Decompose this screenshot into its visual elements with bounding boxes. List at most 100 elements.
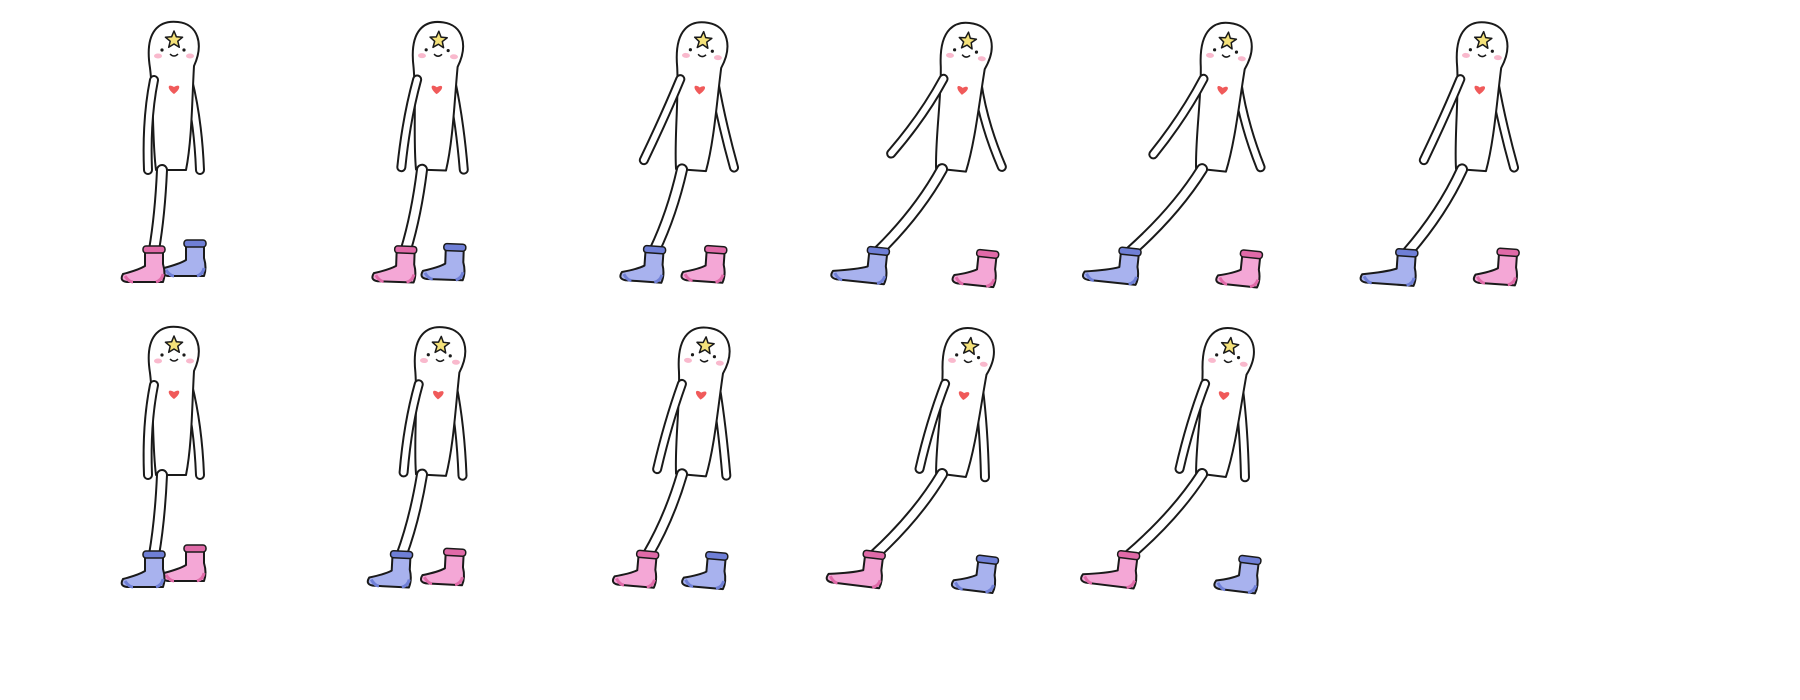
- front-leg: [1125, 165, 1207, 257]
- smile: [697, 53, 707, 58]
- back-sock: [951, 248, 1000, 289]
- right-eye: [976, 356, 981, 360]
- back-sock: [950, 554, 1000, 595]
- sprite-frame-5: [1081, 10, 1340, 330]
- front-sock: [120, 245, 166, 284]
- front-sock-heel-patch: [653, 274, 664, 284]
- smile: [1221, 54, 1231, 58]
- walker-body-group: [1081, 21, 1266, 289]
- back-sock-body: [419, 551, 465, 587]
- back-leg: [951, 471, 992, 565]
- front-sock: [120, 550, 166, 589]
- right-eye: [182, 48, 186, 52]
- front-sock-toe-patch: [833, 272, 843, 282]
- back-sock-toe-patch: [423, 576, 433, 586]
- sprite-frame-6: [1359, 10, 1600, 330]
- front-sock-toe-patch: [374, 274, 384, 283]
- back-leg: [951, 166, 992, 259]
- torso-head: [935, 21, 993, 173]
- front-leg: [397, 470, 427, 560]
- walker-figure: [1081, 21, 1266, 289]
- front-arm: [888, 75, 947, 157]
- left-blush: [154, 358, 162, 364]
- walker-figure: [366, 326, 468, 589]
- torso-head: [413, 326, 467, 477]
- walker-body-group: [611, 326, 732, 591]
- back-sock-toe-patch: [1218, 276, 1228, 286]
- walker-figure: [1080, 327, 1262, 595]
- torso-head: [1454, 21, 1509, 173]
- left-eye: [426, 353, 430, 357]
- heart-icon: [1474, 85, 1486, 95]
- back-sock-toe-patch: [954, 581, 963, 591]
- smile: [963, 359, 973, 364]
- front-sock: [366, 549, 414, 589]
- front-arm: [144, 382, 157, 478]
- front-arm: [1420, 76, 1464, 164]
- star-icon: [1473, 30, 1493, 49]
- back-sock-heel-patch: [985, 278, 996, 288]
- star-icon: [431, 335, 451, 354]
- front-arm: [640, 76, 684, 164]
- heart-icon: [957, 86, 968, 95]
- front-sock-body: [619, 248, 665, 284]
- left-blush: [683, 357, 692, 363]
- back-sock-body: [420, 246, 466, 282]
- front-sock-cuff: [862, 549, 886, 561]
- left-eye: [690, 353, 695, 357]
- left-eye: [952, 48, 957, 52]
- walker-body-group: [619, 21, 740, 284]
- star-icon: [429, 30, 448, 49]
- back-sock-cuff: [183, 239, 207, 248]
- back-sock-heel-patch: [715, 580, 726, 590]
- back-sock-toe-patch: [164, 269, 175, 278]
- smile: [699, 358, 709, 363]
- back-sock: [420, 242, 467, 282]
- right-blush: [713, 55, 722, 61]
- smile: [435, 358, 445, 363]
- front-sock-toe-patch: [123, 580, 134, 589]
- heart-icon: [1217, 86, 1228, 95]
- torso-head: [674, 326, 731, 478]
- back-sock-heel-patch: [454, 576, 464, 587]
- back-leg: [172, 471, 199, 553]
- back-leg: [691, 166, 720, 255]
- torso-head: [935, 327, 995, 478]
- right-eye: [446, 48, 450, 53]
- back-sock-cuff: [442, 547, 467, 557]
- front-sock-cuff: [1395, 247, 1419, 258]
- front-sock-body: [1080, 553, 1139, 590]
- left-blush: [419, 358, 428, 364]
- front-sock-heel-patch: [155, 578, 165, 589]
- right-blush: [449, 54, 458, 60]
- walker-body-group: [830, 21, 1007, 289]
- back-leg: [1471, 166, 1513, 257]
- walker-figure: [611, 326, 732, 591]
- walker-body-group: [1080, 327, 1262, 595]
- right-blush: [1493, 55, 1502, 61]
- front-arm: [654, 380, 685, 473]
- back-sock-toe-patch: [423, 272, 433, 281]
- back-sock-cuff: [183, 544, 207, 553]
- front-sock-cuff: [142, 550, 166, 559]
- front-sock-toe-patch: [1085, 272, 1095, 282]
- right-blush: [186, 358, 194, 364]
- right-eye: [1236, 356, 1241, 360]
- front-sock-heel-patch: [155, 273, 165, 284]
- smile: [433, 53, 443, 57]
- right-eye: [448, 354, 452, 358]
- smile: [961, 54, 971, 58]
- torso-head: [147, 325, 200, 476]
- back-sock-body: [681, 554, 727, 591]
- back-sock: [681, 550, 729, 591]
- back-sock-cuff: [975, 554, 1000, 565]
- front-leg: [870, 470, 947, 560]
- front-sock: [611, 549, 660, 589]
- walker-body-group: [120, 325, 207, 589]
- walker-figure: [830, 21, 1007, 289]
- back-sock-toe-patch: [1216, 582, 1226, 592]
- walker-figure: [371, 20, 469, 284]
- front-leg: [401, 165, 427, 255]
- star-icon: [696, 336, 715, 355]
